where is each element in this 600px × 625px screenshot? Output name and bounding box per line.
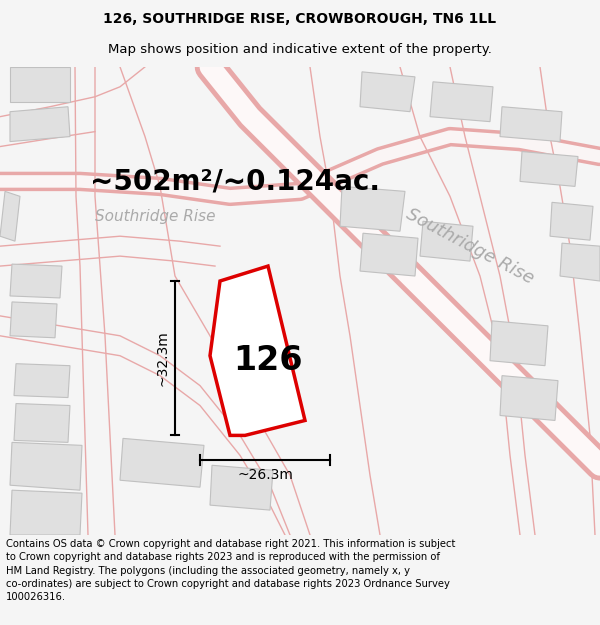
Text: Contains OS data © Crown copyright and database right 2021. This information is : Contains OS data © Crown copyright and d… <box>6 539 455 602</box>
Polygon shape <box>550 202 593 240</box>
Text: Map shows position and indicative extent of the property.: Map shows position and indicative extent… <box>108 44 492 56</box>
Text: ~32.3m: ~32.3m <box>156 331 170 386</box>
Polygon shape <box>10 442 82 490</box>
Polygon shape <box>120 438 204 488</box>
Polygon shape <box>520 151 578 186</box>
Text: ~26.3m: ~26.3m <box>237 468 293 482</box>
Polygon shape <box>340 186 405 231</box>
Text: ~502m²/~0.124ac.: ~502m²/~0.124ac. <box>90 168 380 196</box>
Polygon shape <box>360 72 415 112</box>
Polygon shape <box>420 221 473 261</box>
Polygon shape <box>360 233 418 276</box>
Polygon shape <box>500 376 558 421</box>
Polygon shape <box>0 191 20 241</box>
Text: 126, SOUTHRIDGE RISE, CROWBOROUGH, TN6 1LL: 126, SOUTHRIDGE RISE, CROWBOROUGH, TN6 1… <box>103 12 497 26</box>
Polygon shape <box>10 107 70 142</box>
Polygon shape <box>210 465 273 510</box>
Text: Southridge Rise: Southridge Rise <box>403 205 537 288</box>
Polygon shape <box>10 302 57 338</box>
Text: Southridge Rise: Southridge Rise <box>95 209 215 224</box>
Polygon shape <box>10 67 70 102</box>
Polygon shape <box>500 107 562 142</box>
Polygon shape <box>14 364 70 398</box>
Polygon shape <box>490 321 548 366</box>
Text: 126: 126 <box>233 344 303 377</box>
Polygon shape <box>14 404 70 442</box>
Polygon shape <box>210 266 305 436</box>
Polygon shape <box>560 243 600 281</box>
Polygon shape <box>10 490 82 535</box>
Polygon shape <box>10 264 62 298</box>
Polygon shape <box>430 82 493 122</box>
